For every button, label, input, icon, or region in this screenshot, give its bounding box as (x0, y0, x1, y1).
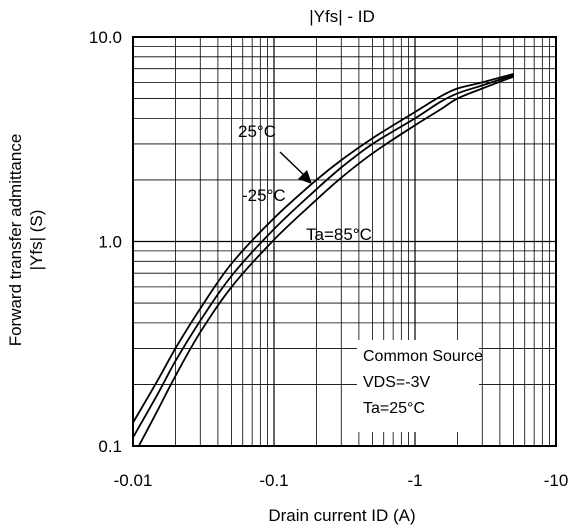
curves (132, 73, 514, 447)
x-tick-label: -10 (544, 471, 569, 490)
y-tick-label: 0.1 (98, 437, 122, 456)
series-line-1 (132, 74, 514, 438)
conditions-box (357, 340, 479, 432)
x-tick-label: -1 (407, 471, 422, 490)
label-minus25c: -25°C (242, 186, 286, 205)
series-line-0 (132, 73, 514, 424)
series-line-2 (138, 75, 514, 447)
label-25c: 25°C (238, 122, 276, 141)
x-tick-label: -0.1 (259, 471, 288, 490)
plot-frame (132, 36, 557, 447)
label-85c: Ta=85°C (306, 225, 372, 244)
y-tick-label: 1.0 (98, 233, 122, 252)
y-axis-title-line2: |Yfs| (S) (27, 210, 46, 271)
y-tick-label: 10.0 (89, 28, 122, 47)
annotation-arrow-head (298, 170, 312, 184)
y-axis-title-line1: Forward transfer admittance (6, 134, 25, 347)
condition-ta: Ta=25°C (363, 400, 425, 417)
x-axis-title: Drain current ID (A) (268, 506, 415, 525)
x-tick-label: -0.01 (114, 471, 153, 490)
chart-title: |Yfs| - ID (309, 7, 375, 26)
condition-common-source: Common Source (363, 348, 483, 365)
condition-vds: VDS=-3V (363, 374, 430, 391)
annotation-arrow-line (279, 151, 307, 178)
tick-labels: -0.01 -0.1 -1 -10 0.1 1.0 10.0 (89, 28, 568, 490)
